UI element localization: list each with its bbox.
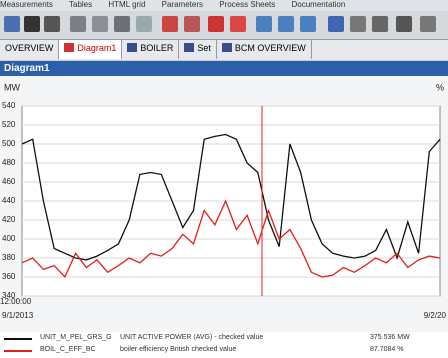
tab[interactable]: Diagram1 (59, 40, 122, 59)
tool-button[interactable] (328, 16, 344, 32)
tool-button[interactable] (396, 16, 412, 32)
legend-value: 87.7084 % (370, 346, 403, 353)
tab[interactable]: Set (179, 40, 217, 59)
menu-item[interactable]: HTML grid (108, 0, 145, 9)
y-tick-label: 500 (2, 139, 16, 148)
toolbar (0, 11, 448, 40)
tab-label: Set (197, 43, 211, 53)
menu-item[interactable]: Parameters (162, 0, 203, 9)
tool-button[interactable] (24, 16, 40, 32)
y-tick-label: 340 (2, 291, 16, 300)
legend-tag: BOIL_C_EFF_BC (40, 346, 96, 353)
tool-button[interactable] (256, 16, 272, 32)
legend-value: 375.536 MW (370, 334, 410, 341)
window-title: Diagram1 (0, 61, 448, 76)
y-tick-label: 420 (2, 215, 16, 224)
tool-button[interactable] (70, 16, 86, 32)
legend-tag: UNIT_M_PEL_GRS_G (40, 334, 112, 341)
legend-row[interactable]: UNIT_M_PEL_GRS_G UNIT ACTIVE POWER (AVG) … (0, 334, 448, 345)
x-start-date: 9/1/2013 (2, 311, 34, 320)
y-tick-label: 520 (2, 120, 16, 129)
tool-button[interactable] (184, 16, 200, 32)
chart: MW % 12:00:00 9/1/2013 9/2/20 3403603804… (0, 76, 448, 332)
x-end-date: 9/2/20 (424, 311, 447, 320)
tool-button[interactable] (350, 16, 366, 32)
legend-name: UNIT ACTIVE POWER (AVG) - checked value (120, 334, 263, 341)
tool-button[interactable] (420, 16, 436, 32)
menu-bar: Measurements Tables HTML grid Parameters… (0, 0, 448, 11)
tool-button[interactable] (278, 16, 294, 32)
tab[interactable]: BOILER (122, 40, 179, 59)
menu-item[interactable]: Process Sheets (219, 0, 275, 9)
legend-swatch (4, 338, 32, 340)
legend-row[interactable]: BOIL_C_EFF_BC boiler efficiency British c… (0, 346, 448, 357)
screen: {"menu": ["Measurements", "Tables", "HTM… (0, 0, 448, 358)
tab-label: Diagram1 (77, 43, 116, 53)
menu-item[interactable]: Tables (69, 0, 92, 9)
legend: UNIT_M_PEL_GRS_G UNIT ACTIVE POWER (AVG) … (0, 332, 448, 358)
y-tick-label: 460 (2, 177, 16, 186)
tab[interactable]: BCM OVERVIEW (217, 40, 312, 59)
y2-unit: % (436, 82, 444, 92)
menu-item[interactable]: Documentation (292, 0, 346, 9)
menu-item[interactable]: Measurements (0, 0, 53, 9)
tab-bar: OVERVIEW Diagram1 BOILER Set BCM OVERVIEW (0, 40, 448, 60)
tool-button[interactable] (208, 16, 224, 32)
legend-name: boiler efficiency British checked value (120, 346, 236, 353)
tool-button[interactable] (300, 16, 316, 32)
tool-button[interactable] (114, 16, 130, 32)
y-unit: MW (4, 82, 20, 92)
tab-label: BCM OVERVIEW (235, 43, 306, 53)
tool-button[interactable] (162, 16, 178, 32)
tool-button[interactable] (372, 16, 388, 32)
y-tick-label: 440 (2, 196, 16, 205)
y-tick-label: 380 (2, 253, 16, 262)
tool-button[interactable] (92, 16, 108, 32)
tool-button[interactable] (44, 16, 60, 32)
y-tick-label: 480 (2, 158, 16, 167)
tab-label: BOILER (140, 43, 173, 53)
tool-button[interactable] (230, 16, 246, 32)
y-tick-label: 400 (2, 234, 16, 243)
tool-button[interactable] (136, 16, 152, 32)
y-tick-label: 540 (2, 101, 16, 110)
legend-swatch (4, 350, 32, 352)
tab[interactable]: OVERVIEW (0, 40, 59, 59)
y-tick-label: 360 (2, 272, 16, 281)
tool-button[interactable] (4, 16, 20, 32)
